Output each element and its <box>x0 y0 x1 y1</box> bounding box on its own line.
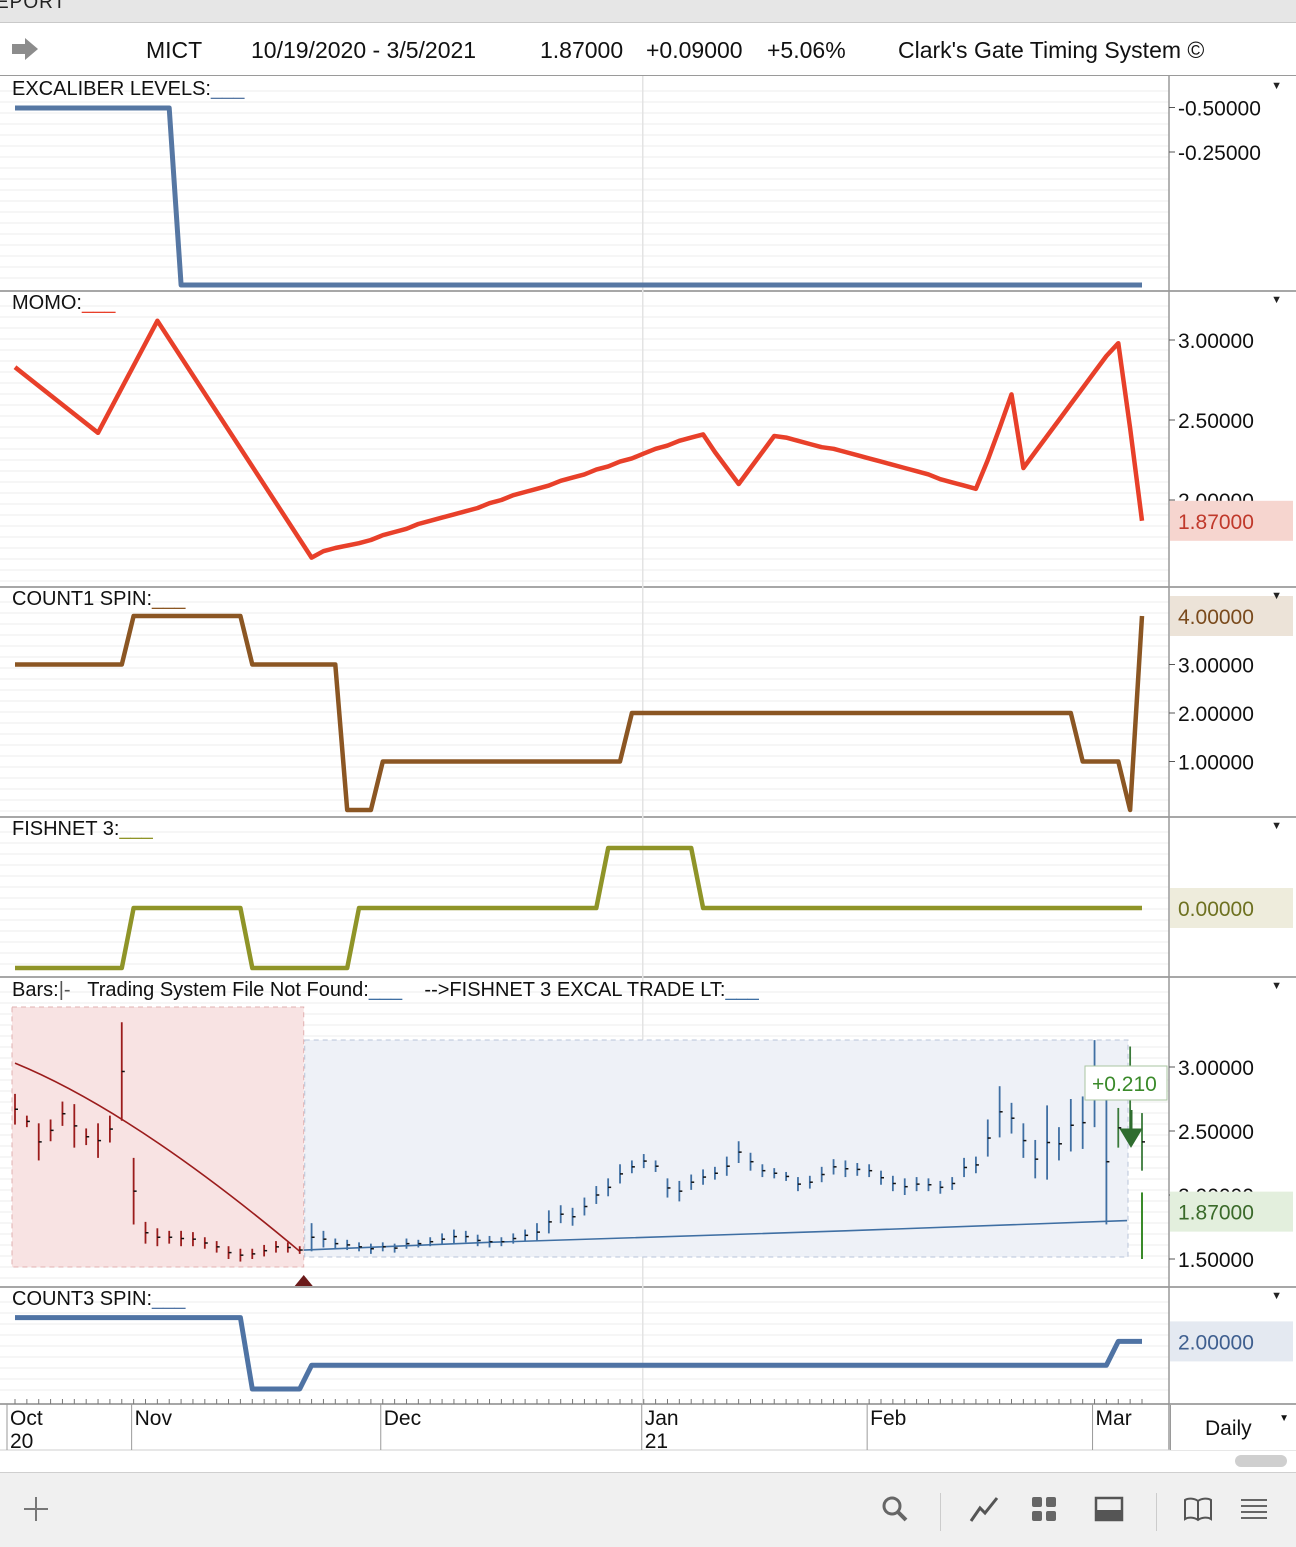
window-title: EPORT <box>0 0 67 13</box>
fishnet-series-line <box>15 845 1142 971</box>
excaliber-menu-icon[interactable]: ▼ <box>1271 80 1282 92</box>
count1-series-line <box>15 613 1145 813</box>
x-year-label: 20 <box>10 1430 33 1453</box>
momo-last-value-box <box>1170 500 1293 541</box>
momo-tick-label: 2.50000 <box>1178 410 1254 433</box>
panel-layout-icon[interactable] <box>1091 1491 1127 1527</box>
bars-menu-icon[interactable]: ▼ <box>1271 980 1282 992</box>
fishnet-last-value: 0.00000 <box>1178 898 1254 921</box>
chart-header: MICT 10/19/2020 - 3/5/2021 1.87000 +0.09… <box>0 23 1296 76</box>
bars-last-value: 1.87000 <box>1178 1202 1254 1225</box>
grid-layout-icon[interactable] <box>1026 1491 1062 1527</box>
excaliber-label[interactable]: EXCALIBER LEVELS:___ <box>12 78 245 100</box>
excaliber-tick-label: -0.50000 <box>1178 98 1261 121</box>
count1-menu-icon[interactable]: ▼ <box>1271 590 1282 602</box>
list-menu-icon[interactable] <box>1236 1491 1272 1527</box>
count3-last-value-box <box>1170 1321 1293 1362</box>
count1-tick-label: 1.00000 <box>1178 752 1254 775</box>
price-change: +0.09000 <box>646 37 743 63</box>
momo-tick-label: 3.00000 <box>1178 330 1254 353</box>
fishnet-last-value-box <box>1170 888 1293 928</box>
x-month-label: Oct <box>10 1407 43 1430</box>
x-month-label: Nov <box>135 1407 173 1430</box>
count3-series-line <box>15 1315 1142 1392</box>
chart-panes: -0.25000-0.50000-0.750003.000002.500002.… <box>0 76 1296 1453</box>
trade-result-box <box>1084 1065 1168 1101</box>
chevron-down-icon: ▼ <box>1279 1413 1289 1424</box>
window-title-strip: EPORT <box>0 0 1296 23</box>
entry-up-arrow-icon <box>294 1275 313 1286</box>
date-range: 10/19/2020 - 3/5/2021 <box>251 37 477 63</box>
share-arrow-icon[interactable] <box>10 36 40 62</box>
count1-label[interactable]: COUNT1 SPIN:___ <box>12 588 186 610</box>
fishnet-menu-icon[interactable]: ▼ <box>1271 820 1282 832</box>
downtrend-line <box>14 1062 301 1252</box>
count3-menu-icon[interactable]: ▼ <box>1271 1290 1282 1302</box>
exit-down-arrow-icon <box>1119 1110 1143 1148</box>
bars-tick-label: 3.00000 <box>1178 1057 1254 1080</box>
x-month-label: Feb <box>870 1407 906 1430</box>
momo-label[interactable]: MOMO:___ <box>12 292 116 314</box>
count3-label[interactable]: COUNT3 SPIN:___ <box>12 1288 186 1310</box>
x-month-label: Jan <box>645 1407 679 1430</box>
percent-change: +5.06% <box>767 37 846 63</box>
symbol: MICT <box>146 37 203 63</box>
search-icon[interactable] <box>877 1491 913 1527</box>
trade-result-label: +0.210 <box>1092 1073 1157 1096</box>
bars-tick-label: 2.50000 <box>1178 1121 1254 1144</box>
horizontal-scrollbar[interactable] <box>1235 1455 1287 1467</box>
excaliber-tick-label: -0.25000 <box>1178 142 1261 165</box>
x-month-label: Mar <box>1096 1407 1132 1430</box>
uptrend-line <box>303 1219 1128 1251</box>
add-icon[interactable] <box>18 1491 54 1527</box>
momo-series-line <box>13 318 1145 560</box>
plot-area <box>11 105 1145 1392</box>
price-axes: -0.25000-0.50000-0.750003.000002.500002.… <box>0 98 1296 1453</box>
bottom-toolbar <box>0 1472 1296 1547</box>
fishnet-label[interactable]: FISHNET 3:___ <box>12 818 153 840</box>
system-name: Clark's Gate Timing System © <box>898 37 1205 63</box>
count1-last-value-box <box>1170 596 1293 636</box>
excaliber-series-line <box>15 105 1142 288</box>
bars-tick-label: 1.50000 <box>1178 1249 1254 1272</box>
momo-last-value: 1.87000 <box>1178 511 1254 534</box>
count3-last-value: 2.00000 <box>1178 1331 1254 1354</box>
bars-label[interactable]: Bars:|- Trading System File Not Found:__… <box>12 979 759 1001</box>
uptrend-region <box>304 1039 1129 1258</box>
count1-last-value: 4.00000 <box>1178 606 1254 629</box>
bars-last-value-box <box>1170 1191 1293 1232</box>
period-label: Daily <box>1205 1417 1252 1440</box>
line-chart-icon[interactable] <box>966 1491 1002 1527</box>
last-price: 1.87000 <box>540 37 624 63</box>
book-icon[interactable] <box>1180 1491 1216 1527</box>
x-month-label: Dec <box>384 1407 421 1430</box>
x-year-label: 21 <box>645 1430 668 1453</box>
downtrend-region <box>11 1006 305 1268</box>
count1-tick-label: 2.00000 <box>1178 703 1254 726</box>
momo-menu-icon[interactable]: ▼ <box>1271 294 1282 306</box>
period-selector[interactable]: Daily ▼ <box>1170 1405 1296 1450</box>
count1-tick-label: 3.00000 <box>1178 655 1254 678</box>
